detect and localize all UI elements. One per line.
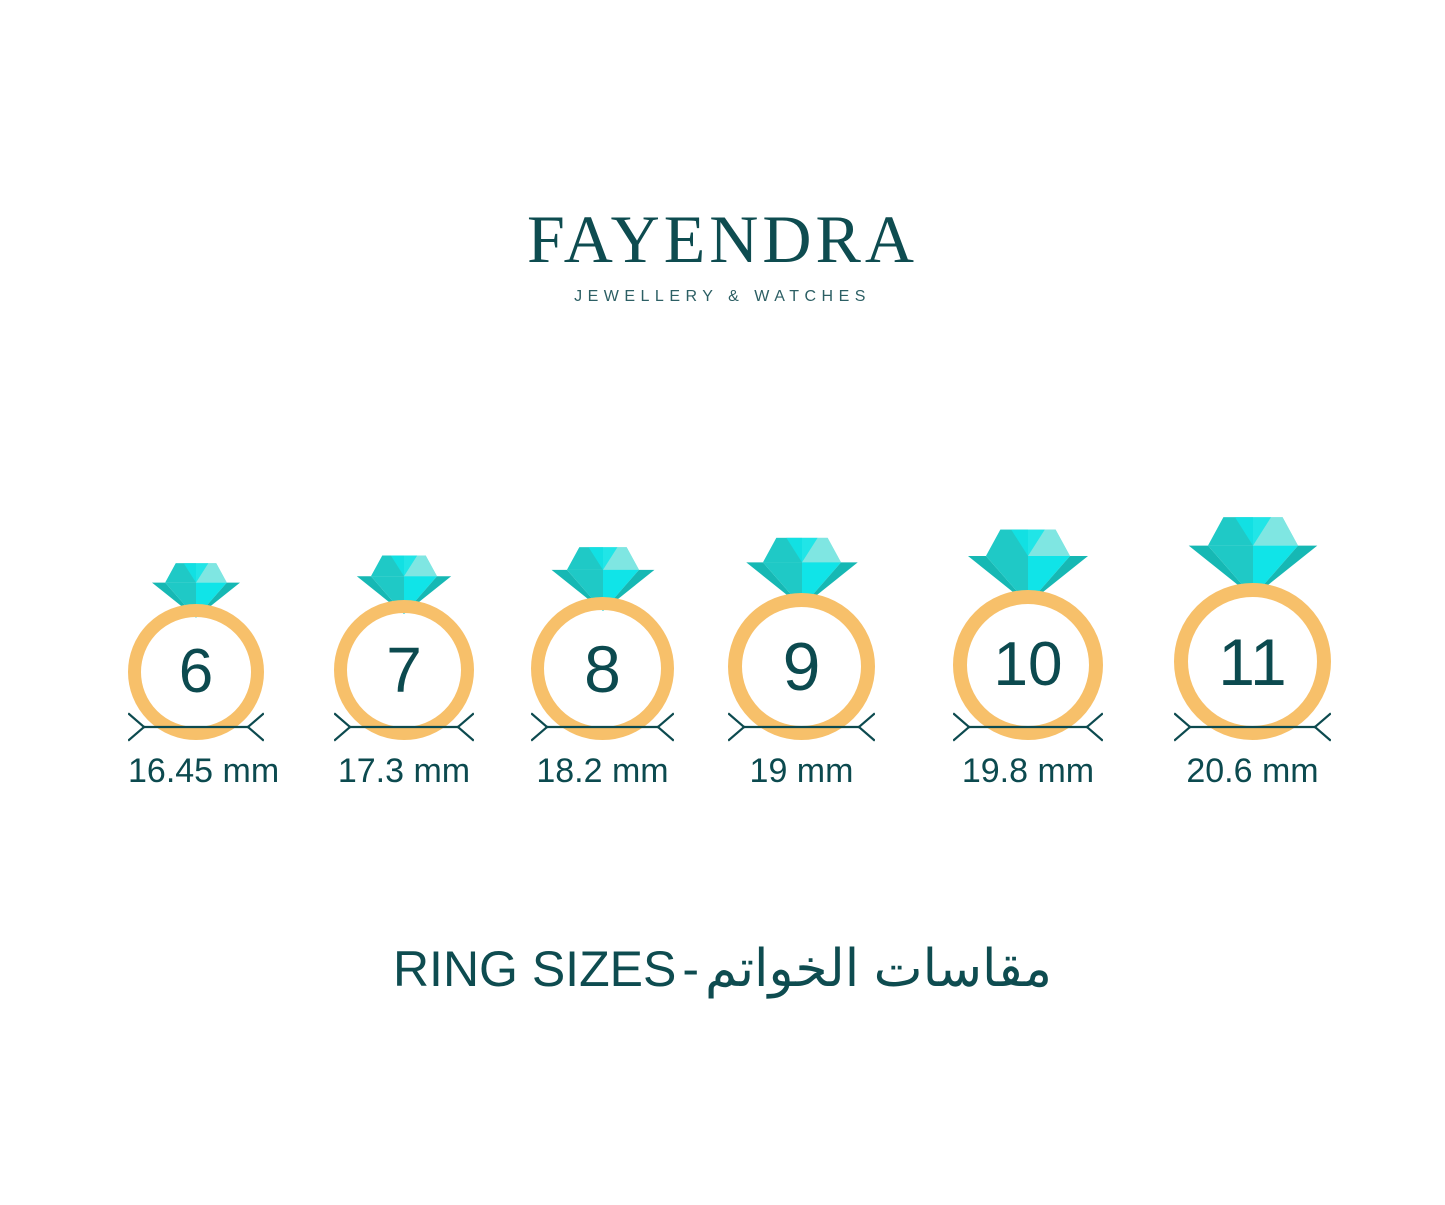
ring-size-number: 11 xyxy=(1218,624,1287,699)
ring-illustration: 11 xyxy=(1174,507,1331,740)
measurement-item: 17.3 mm xyxy=(334,712,474,788)
ring-illustration: 10 xyxy=(953,520,1103,740)
ring-illustration: 9 xyxy=(728,529,875,740)
ring-illustration: 7 xyxy=(334,548,474,740)
dimension-arrow-icon xyxy=(531,712,674,742)
gem-wrapper xyxy=(745,529,858,607)
ring-diameter-label: 18.2 mm xyxy=(536,752,669,790)
ring-illustration: 6 xyxy=(128,556,264,740)
measurement-item: 18.2 mm xyxy=(531,712,674,788)
brand-logo: FAYENDRA JEWELLERY & WATCHES xyxy=(0,205,1445,305)
ring-size-item[interactable]: 8 xyxy=(531,539,674,740)
ring-illustration: 8 xyxy=(531,539,674,740)
chart-title-en: RING SIZES xyxy=(392,941,677,997)
ring-diameter-label: 19.8 mm xyxy=(961,752,1095,790)
ring-diameter-label: 16.45 mm xyxy=(128,752,280,790)
dimension-arrow-icon xyxy=(1174,712,1331,742)
chart-title-ar: مقاسات الخواتم xyxy=(704,940,1053,998)
diamond-gem-icon xyxy=(745,537,858,607)
ring-size-number: 8 xyxy=(584,631,621,706)
ring-diameter-label: 17.3 mm xyxy=(337,752,471,790)
dimension-arrow-icon xyxy=(953,712,1103,742)
ring-size-number: 10 xyxy=(993,630,1063,699)
measurement-item: 19.8 mm xyxy=(953,712,1103,788)
ring-size-item[interactable]: 10 xyxy=(953,520,1103,740)
ring-size-number: 6 xyxy=(178,637,214,706)
measurement-row: 16.45 mm 17.3 mm 18.2 mm xyxy=(96,712,1356,822)
measurement-item: 16.45 mm xyxy=(128,712,280,790)
dimension-arrow-icon xyxy=(728,712,875,742)
ring-size-item[interactable]: 7 xyxy=(334,548,474,740)
brand-tagline: JEWELLERY & WATCHES xyxy=(574,288,871,305)
measurement-item: 20.6 mm xyxy=(1174,712,1331,788)
ring-size-row: 6 7 8 9 xyxy=(96,440,1356,740)
chart-title: RING SIZES - مقاسات الخواتم xyxy=(0,938,1445,1000)
ring-diameter-label: 19 mm xyxy=(749,752,854,790)
measurement-item: 19 mm xyxy=(728,712,875,788)
chart-title-separator: - xyxy=(682,941,699,997)
brand-wordmark: FAYENDRA xyxy=(527,201,918,277)
ring-size-number: 9 xyxy=(782,628,821,705)
dimension-arrow-icon xyxy=(334,712,474,742)
ring-size-number: 7 xyxy=(386,634,422,706)
ring-diameter-label: 20.6 mm xyxy=(1186,752,1319,790)
ring-size-item[interactable]: 6 xyxy=(128,556,264,740)
ring-size-item[interactable]: 9 xyxy=(728,529,875,740)
ring-size-item[interactable]: 11 xyxy=(1174,507,1331,740)
dimension-arrow-icon xyxy=(128,712,264,742)
